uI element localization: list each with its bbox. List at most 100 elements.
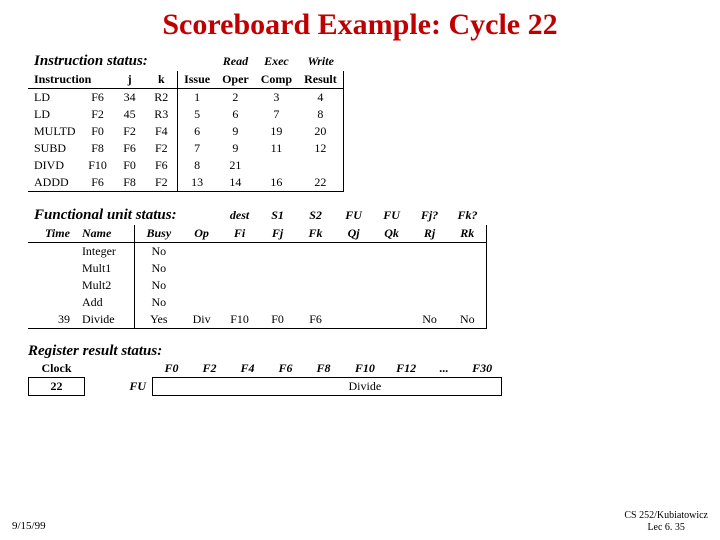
instr-comp: 7 [255, 106, 298, 123]
instr-k: R2 [146, 89, 178, 107]
reg-col: F0 [153, 360, 191, 378]
fu-rj: No [411, 311, 449, 329]
footer-course-text: CS 252/Kubiatowicz [624, 510, 708, 521]
instr-result: 4 [298, 89, 343, 107]
instruction-status-table: Instruction status: Read Exec Write Inst… [28, 52, 344, 192]
fu-busy: Yes [135, 311, 183, 329]
fu-rj [411, 294, 449, 311]
instr-op: ADDD [28, 174, 82, 192]
hdr-comp: Comp [255, 71, 298, 89]
fu-hdr-s1: S1 [259, 206, 297, 225]
reg-col: F12 [387, 360, 425, 378]
fu-fk [297, 260, 335, 277]
fu-qk [373, 277, 411, 294]
fu-op [183, 260, 221, 277]
fu-name: Integer [76, 243, 135, 261]
instr-op: LD [28, 89, 82, 107]
fu-fj [259, 260, 297, 277]
instr-k: F2 [146, 140, 178, 157]
hdr-j: j [114, 71, 146, 89]
slide-title: Scoreboard Example: Cycle 22 [0, 0, 720, 42]
fu-rk [449, 260, 487, 277]
hdr-result: Result [298, 71, 343, 89]
fu-time [28, 277, 76, 294]
instr-j: F8 [114, 174, 146, 192]
register-result-table: Clock F0F2F4F6F8F10F12...F30 22 FU Divid… [28, 360, 502, 396]
fu-op [183, 294, 221, 311]
reg-val [191, 378, 229, 396]
fu-qj [335, 294, 373, 311]
fu-rk [449, 277, 487, 294]
fu-hdr-fj: Fj [259, 225, 297, 243]
fu-busy: No [135, 260, 183, 277]
table-row: ADDDF6F8F213141622 [28, 174, 343, 192]
table-row: IntegerNo [28, 243, 487, 261]
fu-rk: No [449, 311, 487, 329]
instr-dest: F10 [82, 157, 114, 174]
fu-qk [373, 311, 411, 329]
hdr-read: Read [216, 52, 255, 71]
fu-hdr-qj: Qj [335, 225, 373, 243]
instr-oper: 9 [216, 123, 255, 140]
table-row: AddNo [28, 294, 487, 311]
instr-comp: 16 [255, 174, 298, 192]
fu-fj [259, 277, 297, 294]
table-row: MULTDF0F2F4691920 [28, 123, 343, 140]
fu-qk [373, 243, 411, 261]
fu-busy: No [135, 294, 183, 311]
instruction-status-title: Instruction status: [28, 52, 178, 71]
hdr-k: k [146, 71, 178, 89]
fu-hdr-fi: Fi [221, 225, 259, 243]
instr-oper: 2 [216, 89, 255, 107]
instr-result: 12 [298, 140, 343, 157]
fu-fj [259, 294, 297, 311]
fu-hdr-dest: dest [221, 206, 259, 225]
table-row: Mult1No [28, 260, 487, 277]
instr-result: 8 [298, 106, 343, 123]
footer-course: CS 252/Kubiatowicz Lec 6. 35 [624, 510, 708, 534]
fu-fk [297, 277, 335, 294]
hdr-instruction: Instruction [28, 71, 114, 89]
hdr-exec: Exec [255, 52, 298, 71]
reg-val [305, 378, 343, 396]
fu-hdr-fu1: FU [335, 206, 373, 225]
instr-k: F4 [146, 123, 178, 140]
reg-clock-label: Clock [29, 360, 85, 378]
reg-fu-label: FU [85, 378, 153, 396]
functional-unit-table: Functional unit status: dest S1 S2 FU FU… [28, 206, 487, 329]
table-row: LDF245R35678 [28, 106, 343, 123]
instr-k: F2 [146, 174, 178, 192]
instr-issue: 13 [178, 174, 217, 192]
fu-time: 39 [28, 311, 76, 329]
instr-comp: 19 [255, 123, 298, 140]
fu-hdr-rk: Rk [449, 225, 487, 243]
footer-lec-text: Lec 6. 35 [647, 522, 685, 533]
fu-rj [411, 260, 449, 277]
reg-col: F30 [463, 360, 501, 378]
instr-op: SUBD [28, 140, 82, 157]
fu-qj [335, 311, 373, 329]
reg-val [463, 378, 501, 396]
fu-section-title: Functional unit status: [28, 206, 183, 225]
fu-hdr-busy: Busy [135, 225, 183, 243]
reg-val [425, 378, 463, 396]
instr-j: F6 [114, 140, 146, 157]
fu-hdr-rj: Rj [411, 225, 449, 243]
instr-dest: F0 [82, 123, 114, 140]
fu-qk [373, 294, 411, 311]
fu-name: Mult2 [76, 277, 135, 294]
fu-fj [259, 243, 297, 261]
reg-val: Divide [343, 378, 388, 396]
instr-op: MULTD [28, 123, 82, 140]
fu-rk [449, 243, 487, 261]
slide-content: Instruction status: Read Exec Write Inst… [0, 42, 720, 396]
reg-col: ... [425, 360, 463, 378]
fu-time [28, 294, 76, 311]
reg-val [387, 378, 425, 396]
instr-result [298, 157, 343, 174]
fu-fj: F0 [259, 311, 297, 329]
fu-hdr-qk: Qk [373, 225, 411, 243]
fu-busy: No [135, 243, 183, 261]
instr-issue: 6 [178, 123, 217, 140]
hdr-issue: Issue [178, 71, 217, 89]
